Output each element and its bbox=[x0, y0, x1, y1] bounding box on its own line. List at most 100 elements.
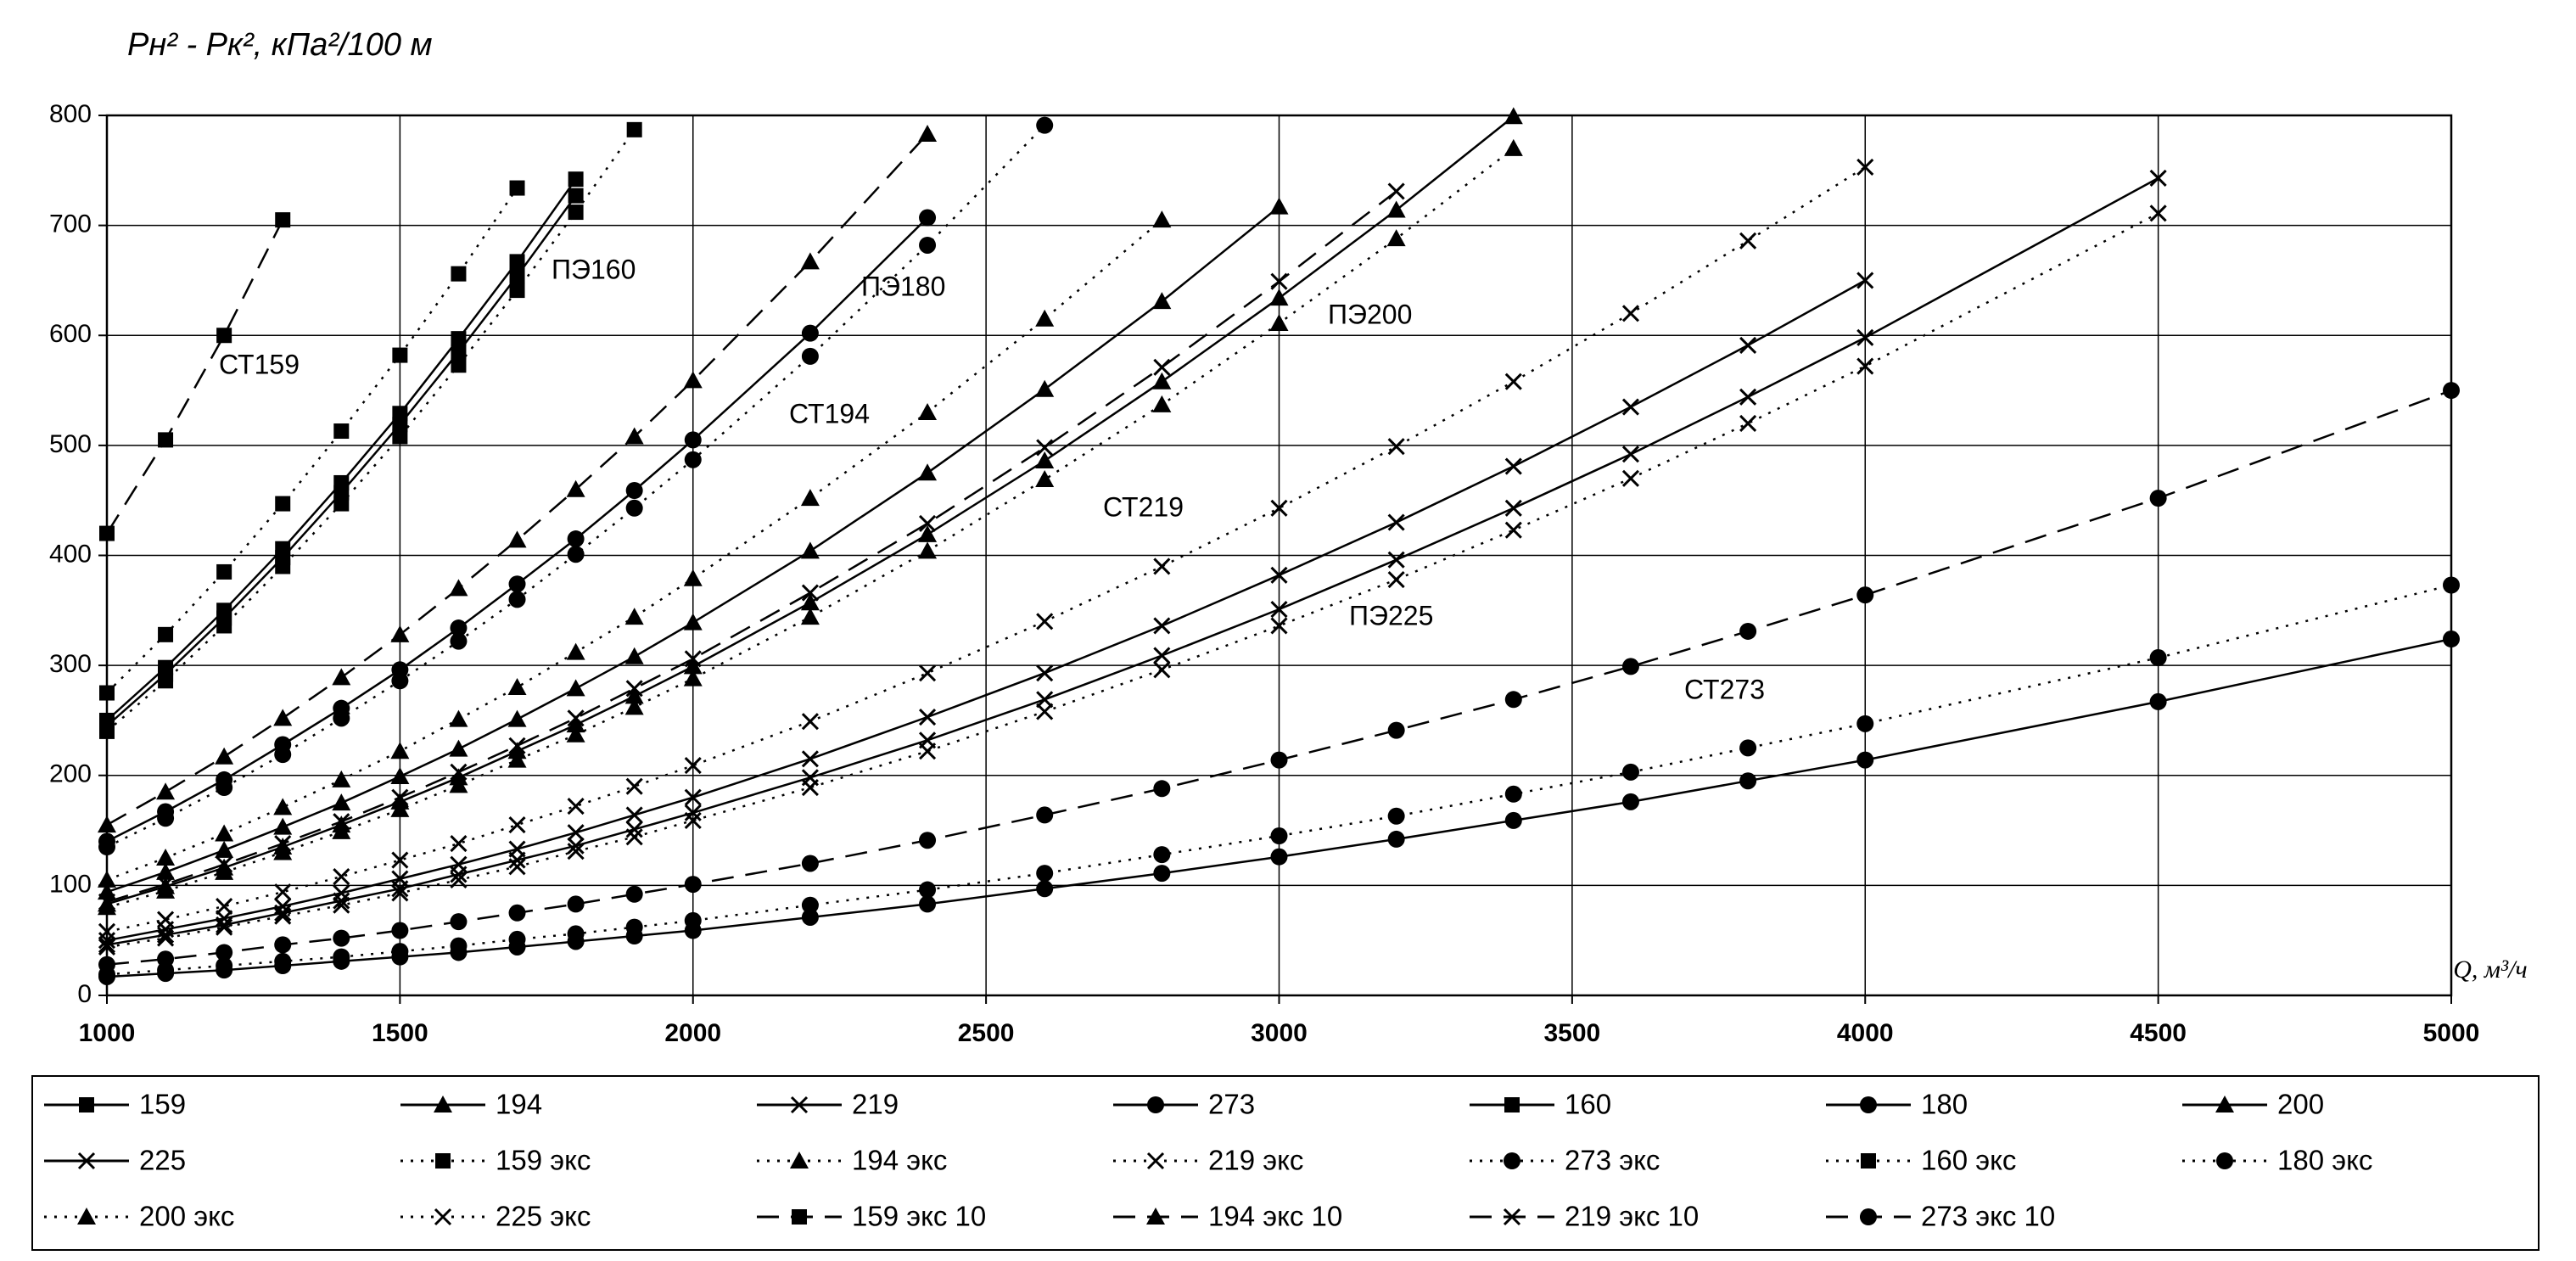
marker bbox=[801, 347, 819, 365]
marker bbox=[2149, 692, 2167, 710]
marker bbox=[509, 180, 525, 196]
legend-label: 273 bbox=[1208, 1089, 1255, 1120]
marker bbox=[1621, 793, 1639, 810]
marker bbox=[684, 451, 702, 468]
legend-label: 194 экс 10 bbox=[1208, 1201, 1342, 1232]
marker bbox=[1036, 613, 1054, 630]
annotation: ПЭ225 bbox=[1349, 600, 1433, 630]
marker bbox=[1153, 647, 1171, 664]
y-tick-label: 600 bbox=[49, 320, 92, 348]
series-line bbox=[106, 584, 2452, 976]
marker bbox=[1621, 398, 1640, 416]
legend-item: 160 bbox=[1470, 1089, 1611, 1120]
marker bbox=[1036, 691, 1054, 709]
marker bbox=[800, 252, 820, 270]
legend-item: 159 bbox=[44, 1089, 186, 1120]
marker bbox=[2149, 205, 2167, 222]
marker bbox=[508, 904, 526, 922]
marker bbox=[1856, 158, 1874, 176]
marker bbox=[1387, 570, 1405, 589]
marker bbox=[918, 708, 937, 726]
legend-label: 160 bbox=[1565, 1089, 1611, 1120]
marker bbox=[99, 723, 115, 739]
marker bbox=[1035, 309, 1055, 327]
marker bbox=[1860, 1096, 1877, 1113]
marker bbox=[801, 324, 819, 342]
x-tick-label: 1500 bbox=[372, 1019, 428, 1047]
marker bbox=[2149, 490, 2167, 507]
marker bbox=[157, 911, 175, 928]
marker bbox=[332, 668, 351, 686]
marker bbox=[918, 125, 938, 143]
marker bbox=[919, 895, 937, 913]
marker bbox=[332, 821, 351, 839]
marker bbox=[508, 575, 526, 593]
marker bbox=[156, 862, 176, 880]
marker bbox=[684, 431, 702, 449]
x-tick-label: 3000 bbox=[1251, 1019, 1308, 1047]
y-tick-label: 400 bbox=[49, 540, 92, 568]
legend-item: 200 bbox=[2182, 1089, 2324, 1120]
marker bbox=[1035, 451, 1055, 469]
marker bbox=[1152, 210, 1172, 228]
marker bbox=[683, 669, 703, 687]
marker bbox=[77, 1152, 96, 1170]
marker bbox=[1739, 772, 1757, 790]
marker bbox=[273, 843, 293, 860]
marker bbox=[1153, 865, 1171, 883]
x-tick-label: 2000 bbox=[664, 1019, 721, 1047]
legend-item: 273 экс 10 bbox=[1826, 1201, 2055, 1232]
marker bbox=[98, 938, 116, 956]
marker bbox=[450, 866, 468, 883]
marker bbox=[1146, 1152, 1165, 1170]
legend-item: 225 экс bbox=[400, 1201, 591, 1232]
marker bbox=[1504, 811, 1522, 829]
legend-item: 273 экс bbox=[1470, 1145, 1660, 1176]
marker bbox=[624, 647, 644, 664]
marker bbox=[567, 837, 585, 855]
marker bbox=[156, 881, 176, 899]
marker bbox=[568, 188, 584, 204]
marker bbox=[801, 750, 819, 768]
y-tick-label: 800 bbox=[49, 100, 92, 128]
marker bbox=[158, 626, 174, 642]
marker bbox=[158, 673, 174, 689]
marker bbox=[450, 763, 468, 781]
marker bbox=[449, 776, 468, 793]
marker bbox=[790, 1152, 809, 1169]
marker bbox=[2216, 1152, 2233, 1169]
marker bbox=[158, 432, 174, 448]
marker bbox=[566, 715, 585, 733]
marker bbox=[157, 950, 175, 968]
marker bbox=[566, 479, 585, 497]
marker bbox=[274, 936, 292, 954]
marker bbox=[434, 1096, 452, 1112]
marker bbox=[332, 793, 351, 811]
marker bbox=[566, 679, 585, 697]
legend-label: 219 экс 10 bbox=[1565, 1201, 1699, 1232]
marker bbox=[333, 929, 350, 947]
marker bbox=[801, 908, 819, 926]
marker bbox=[507, 530, 527, 548]
marker bbox=[566, 642, 585, 660]
marker bbox=[1504, 499, 1522, 517]
marker bbox=[1270, 566, 1288, 584]
marker bbox=[391, 943, 409, 961]
series-line bbox=[106, 205, 1280, 894]
marker bbox=[792, 1209, 807, 1225]
marker bbox=[683, 371, 703, 389]
marker bbox=[1856, 328, 1874, 346]
marker bbox=[2149, 169, 2167, 187]
legend-item: 159 экс bbox=[400, 1145, 591, 1176]
legend-label: 159 экс bbox=[496, 1145, 591, 1176]
marker bbox=[1270, 751, 1288, 769]
series-line bbox=[106, 190, 1397, 903]
marker bbox=[1153, 558, 1171, 575]
marker bbox=[1503, 1208, 1521, 1226]
marker bbox=[216, 944, 233, 961]
marker bbox=[1504, 457, 1522, 475]
x-axis-label: Q, м³/ч bbox=[2453, 956, 2527, 984]
marker bbox=[1739, 739, 1757, 757]
